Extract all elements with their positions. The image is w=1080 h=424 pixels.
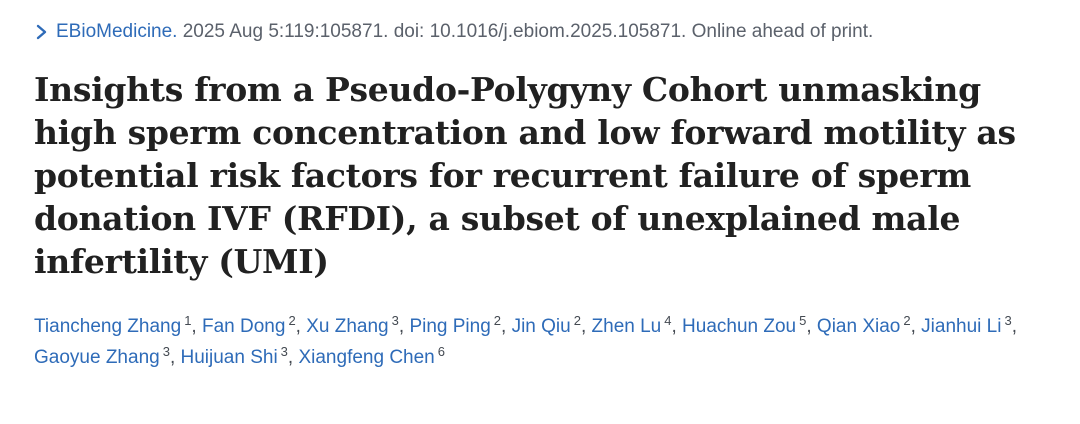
author-separator: , — [191, 316, 197, 337]
author: Gaoyue Zhang 3, — [34, 343, 176, 368]
affiliation-number[interactable]: 3 — [391, 312, 399, 328]
affiliation-number[interactable]: 5 — [799, 312, 807, 328]
author-separator: , — [580, 316, 587, 337]
author: Jin Qiu 2, — [511, 312, 587, 337]
author-name-link[interactable]: Huachun Zou — [682, 316, 797, 337]
author-separator: , — [295, 316, 301, 337]
author: Xiangfeng Chen 6 — [298, 343, 445, 368]
affiliation-number[interactable]: 2 — [903, 312, 911, 328]
author: Jianhui Li 3, — [921, 312, 1017, 337]
affiliation-number[interactable]: 3 — [280, 343, 288, 359]
author: Ping Ping 2, — [409, 312, 507, 337]
affiliation-number[interactable]: 2 — [288, 312, 296, 328]
author-separator: , — [398, 316, 405, 337]
affiliation-number[interactable]: 4 — [664, 312, 672, 328]
author: Huachun Zou 5, — [682, 312, 812, 337]
author-name-link[interactable]: Zhen Lu — [591, 316, 662, 337]
author-separator: , — [806, 316, 812, 337]
author-name-link[interactable]: Qian Xiao — [816, 316, 901, 337]
chevron-right-icon[interactable] — [34, 23, 50, 41]
author-separator: , — [671, 316, 677, 337]
author: Xu Zhang 3, — [306, 312, 405, 337]
journal-link[interactable]: EBioMedicine. — [56, 21, 178, 42]
author-name-link[interactable]: Jianhui Li — [921, 316, 1002, 337]
author-name-link[interactable]: Gaoyue Zhang — [34, 347, 160, 368]
affiliation-number[interactable]: 2 — [573, 312, 581, 328]
author: Huijuan Shi 3, — [180, 343, 294, 368]
author-list: Tiancheng Zhang 1, Fan Dong 2, Xu Zhang 3, … — [34, 311, 1044, 373]
author: Zhen Lu 4, — [591, 312, 677, 337]
author-separator: , — [910, 316, 916, 337]
author: Fan Dong 2, — [201, 312, 301, 337]
citation-details: 2025 Aug 5:119:105871. doi: 10.1016/j.eb… — [177, 21, 874, 42]
citation-line: EBioMedicine. 2025 Aug 5:119:105871. doi… — [34, 18, 1040, 46]
author: Qian Xiao 2, — [816, 312, 916, 337]
author-name-link[interactable]: Xu Zhang — [306, 316, 389, 337]
author-name-link[interactable]: Xiangfeng Chen — [298, 347, 435, 368]
affiliation-number[interactable]: 6 — [437, 343, 445, 359]
affiliation-number[interactable]: 2 — [493, 312, 502, 328]
affiliation-number[interactable]: 1 — [184, 312, 192, 328]
affiliation-number[interactable]: 3 — [162, 343, 170, 359]
author-separator: , — [501, 316, 507, 337]
author-name-link[interactable]: Tiancheng Zhang — [34, 316, 182, 337]
article-title: Insights from a Pseudo-Polygyny Cohort u… — [34, 70, 1016, 281]
author-name-link[interactable]: Fan Dong — [201, 316, 286, 337]
author-name-link[interactable]: Ping Ping — [409, 316, 491, 337]
author-separator: , — [169, 347, 176, 368]
author-name-link[interactable]: Huijuan Shi — [180, 347, 278, 368]
author-separator: , — [1011, 316, 1017, 337]
author-name-link[interactable]: Jin Qiu — [511, 316, 571, 337]
author-separator: , — [287, 347, 294, 368]
affiliation-number[interactable]: 3 — [1004, 312, 1012, 328]
author: Tiancheng Zhang 1, — [34, 312, 197, 337]
